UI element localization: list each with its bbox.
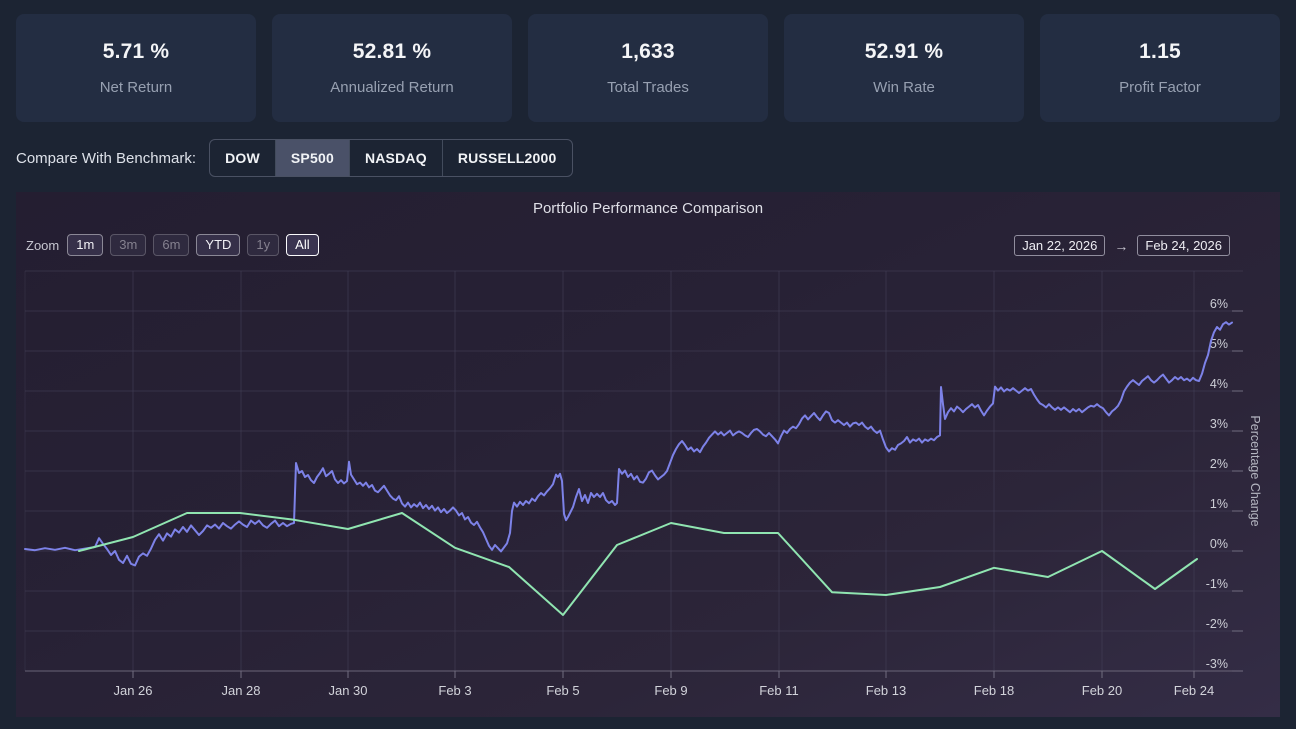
stat-value: 5.71 % bbox=[102, 40, 170, 63]
y-axis-label: 1% bbox=[1210, 497, 1228, 511]
stat-value: 1.15 bbox=[1139, 40, 1181, 63]
benchmark-russell2000-button[interactable]: RUSSELL2000 bbox=[441, 140, 572, 176]
stat-card-win-rate: 52.91 % Win Rate bbox=[784, 14, 1024, 122]
y-axis-label: 0% bbox=[1210, 537, 1228, 551]
benchmark-button-group: DOW SP500 NASDAQ RUSSELL2000 bbox=[209, 139, 573, 177]
stat-label: Profit Factor bbox=[1119, 79, 1201, 96]
zoom-3m-button: 3m bbox=[110, 234, 147, 256]
range-from-input[interactable]: Jan 22, 2026 bbox=[1014, 235, 1106, 256]
y-axis-label: -2% bbox=[1206, 617, 1228, 631]
performance-chart-card: Jan 26 Jan 28 Jan 30 Feb 3 Feb 5 Feb 9 Feb 11 F… bbox=[16, 192, 1280, 717]
zoom-1y-button: 1y bbox=[247, 234, 280, 256]
chart-zoom-controls: Zoom 1m 3m 6m YTD 1y All bbox=[26, 234, 319, 256]
y-axis-label: 4% bbox=[1210, 377, 1228, 391]
zoom-1m-button[interactable]: 1m bbox=[67, 234, 104, 256]
x-axis-label: Jan 26 bbox=[113, 683, 152, 698]
compare-benchmark-row: Compare With Benchmark: DOW SP500 NASDAQ… bbox=[16, 139, 573, 177]
x-axis-label: Feb 5 bbox=[546, 683, 579, 698]
range-arrow-icon: → bbox=[1114, 237, 1129, 254]
stat-card-total-trades: 1,633 Total Trades bbox=[528, 14, 768, 122]
y-axis-title: Percentage Change bbox=[1248, 415, 1262, 526]
stats-cards-row: 5.71 % Net Return 52.81 % Annualized Ret… bbox=[16, 14, 1280, 122]
zoom-6m-button: 6m bbox=[153, 234, 190, 256]
stat-value: 1,633 bbox=[621, 40, 675, 63]
benchmark-nasdaq-button[interactable]: NASDAQ bbox=[348, 140, 442, 176]
x-axis-label: Feb 24 bbox=[1174, 683, 1214, 698]
x-axis-label: Feb 20 bbox=[1082, 683, 1122, 698]
zoom-ytd-button[interactable]: YTD bbox=[196, 234, 241, 256]
compare-benchmark-label: Compare With Benchmark: bbox=[16, 149, 197, 167]
chart-title: Portfolio Performance Comparison bbox=[532, 200, 764, 217]
stat-label: Net Return bbox=[99, 79, 173, 96]
x-axis-label: Jan 28 bbox=[221, 683, 260, 698]
stat-label: Annualized Return bbox=[330, 79, 454, 96]
y-axis-label: 6% bbox=[1210, 297, 1228, 311]
stat-card-net-return: 5.71 % Net Return bbox=[16, 14, 256, 122]
stat-label: Win Rate bbox=[873, 79, 935, 96]
stat-card-profit-factor: 1.15 Profit Factor bbox=[1040, 14, 1280, 122]
y-axis-label: -3% bbox=[1206, 657, 1228, 671]
x-axis-label: Feb 13 bbox=[866, 683, 906, 698]
range-to-input[interactable]: Feb 24, 2026 bbox=[1137, 235, 1230, 256]
series-line-portfolio[interactable] bbox=[24, 321, 1233, 567]
x-axis-label: Feb 18 bbox=[974, 683, 1014, 698]
x-axis-label: Feb 3 bbox=[438, 683, 471, 698]
x-axis-label: Feb 9 bbox=[654, 683, 687, 698]
stat-value: 52.81 % bbox=[352, 40, 432, 63]
y-axis-label: 5% bbox=[1210, 337, 1228, 351]
stat-card-annualized-return: 52.81 % Annualized Return bbox=[272, 14, 512, 122]
y-axis-label: -1% bbox=[1206, 577, 1228, 591]
chart-date-range: Jan 22, 2026 → Feb 24, 2026 bbox=[1014, 235, 1230, 256]
x-axis-label: Jan 30 bbox=[328, 683, 367, 698]
x-axis-label: Feb 11 bbox=[759, 683, 799, 698]
stat-label: Total Trades bbox=[607, 79, 689, 96]
benchmark-sp500-button[interactable]: SP500 bbox=[274, 140, 349, 176]
y-axis-label: 2% bbox=[1210, 457, 1228, 471]
performance-chart[interactable]: Jan 26 Jan 28 Jan 30 Feb 3 Feb 5 Feb 9 Feb 11 F… bbox=[16, 192, 1280, 717]
benchmark-dow-button[interactable]: DOW bbox=[210, 140, 275, 176]
y-axis-label: 3% bbox=[1210, 417, 1228, 431]
stat-value: 52.91 % bbox=[864, 40, 944, 63]
series-line-sp500-benchmark[interactable] bbox=[78, 512, 1198, 616]
zoom-label: Zoom bbox=[26, 237, 60, 253]
zoom-all-button[interactable]: All bbox=[286, 234, 319, 256]
